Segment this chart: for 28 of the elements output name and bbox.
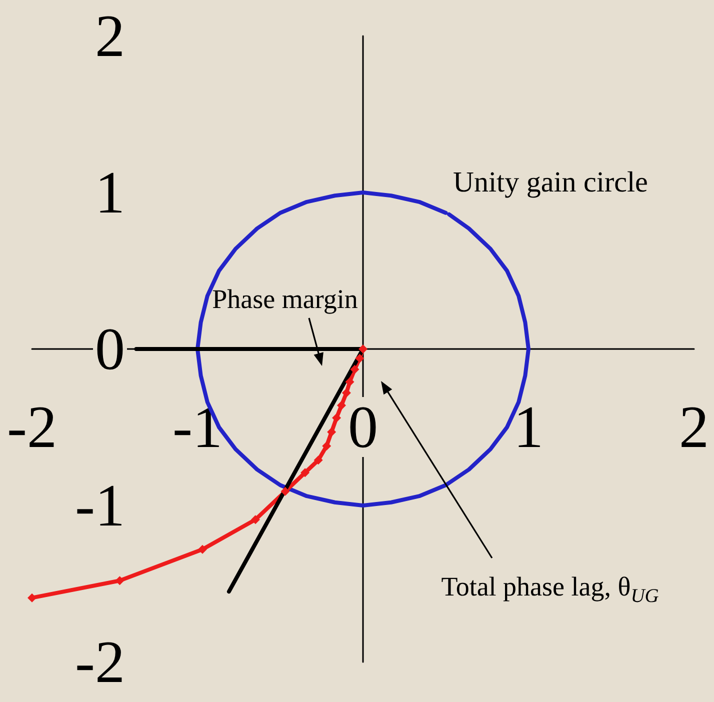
x-tick-label: -2 bbox=[7, 394, 57, 460]
point bbox=[336, 400, 346, 410]
y-tick-label: 0 bbox=[95, 316, 125, 382]
point bbox=[345, 377, 354, 386]
x-tick-label: -1 bbox=[172, 394, 222, 460]
y-tick-label: -2 bbox=[75, 629, 125, 695]
annotation: Phase margin bbox=[212, 284, 358, 315]
y-tick-label: 1 bbox=[95, 160, 125, 226]
point bbox=[342, 388, 351, 398]
point bbox=[332, 413, 342, 422]
x-tick-label: 2 bbox=[679, 394, 709, 460]
point bbox=[250, 515, 260, 524]
y-tick-label: 2 bbox=[95, 3, 125, 69]
point bbox=[280, 486, 290, 496]
series-label: Unity gain circle bbox=[453, 166, 648, 198]
point bbox=[355, 354, 364, 363]
point bbox=[28, 593, 36, 602]
point bbox=[350, 364, 360, 374]
point bbox=[300, 468, 310, 478]
y-tick-label: -1 bbox=[75, 472, 125, 538]
x-tick-label: 1 bbox=[514, 394, 544, 460]
point bbox=[358, 344, 368, 354]
point bbox=[198, 544, 207, 554]
x-tick-label: 0 bbox=[348, 394, 378, 460]
annotation: Total phase lag, θ$_{UG}$ bbox=[441, 572, 659, 608]
point bbox=[314, 456, 323, 465]
point bbox=[327, 427, 336, 436]
point bbox=[322, 442, 332, 451]
